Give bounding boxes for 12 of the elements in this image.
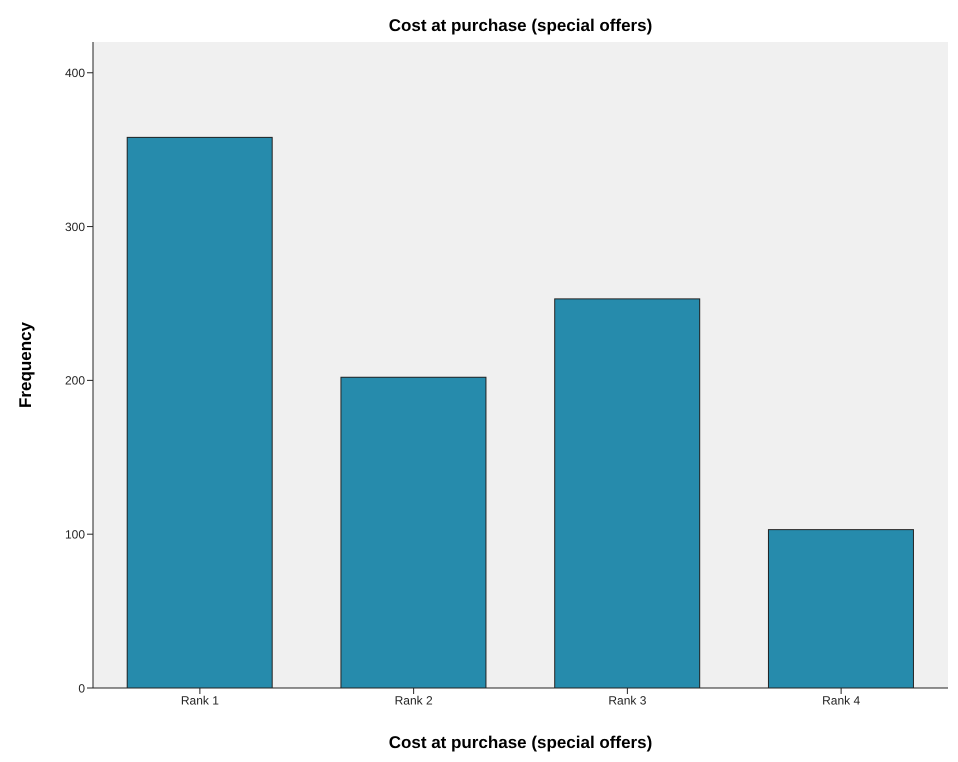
x-axis-title: Cost at purchase (special offers): [388, 733, 652, 752]
y-axis-title: Frequency: [16, 321, 36, 408]
x-tick-label: Rank 4: [822, 694, 860, 708]
x-tick-label: Rank 1: [180, 694, 220, 708]
y-tick-label: 0: [78, 681, 86, 696]
y-tick-label: 100: [64, 527, 86, 542]
y-tick-label: 200: [64, 374, 86, 388]
y-tick-label: 300: [64, 220, 86, 234]
x-tick-label: Rank 2: [394, 694, 433, 708]
y-tick-label: 400: [64, 66, 86, 80]
x-tick-label: Rank 3: [608, 694, 647, 708]
chart-title: Cost at purchase (special offers): [388, 16, 654, 36]
